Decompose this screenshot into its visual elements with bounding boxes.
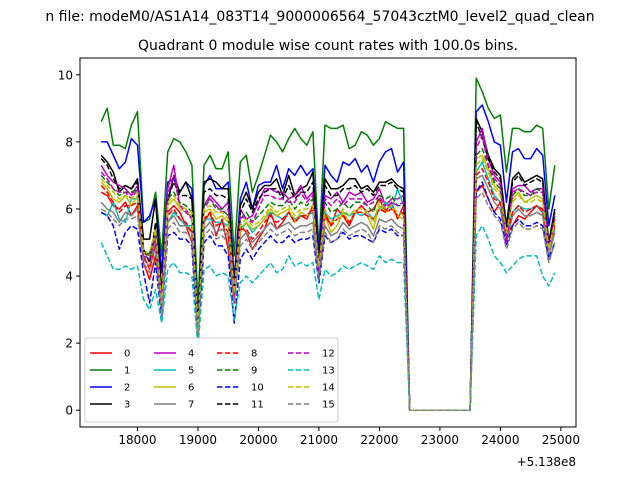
series-layer	[100, 77, 556, 411]
y-axis: 0 2 4 6 8 10	[58, 68, 80, 418]
series-line-1	[100, 77, 556, 411]
x-axis-offset-label: +5.138e8	[517, 455, 576, 469]
legend-label-11: 11	[251, 400, 264, 411]
series-line-14	[100, 157, 556, 411]
legend-label-0: 0	[124, 349, 130, 360]
y-tick-label: 10	[58, 68, 73, 82]
x-tick-label: 21000	[300, 433, 338, 447]
x-tick-label: 19000	[179, 433, 217, 447]
legend-label-10: 10	[251, 383, 264, 394]
series-line-6	[100, 154, 556, 411]
legend-label-9: 9	[251, 366, 257, 377]
legend-label-2: 2	[124, 383, 130, 394]
y-tick-label: 2	[65, 337, 73, 351]
x-tick-label: 23000	[421, 433, 459, 447]
legend-label-8: 8	[251, 349, 257, 360]
series-line-15	[100, 191, 556, 411]
series-line-13	[100, 224, 556, 411]
figure-suptitle: n file: modeM0/AS1A14_083T14_9000006564_…	[45, 9, 594, 25]
plot-area-frame	[79, 57, 577, 428]
legend-label-12: 12	[322, 349, 335, 360]
series-line-0	[100, 184, 556, 411]
series-line-8	[100, 167, 556, 411]
series-line-12	[100, 134, 556, 411]
series-line-7	[100, 174, 556, 411]
chart-title: Quadrant 0 module wise count rates with …	[138, 38, 518, 54]
legend-frame	[84, 337, 339, 423]
y-tick-label: 8	[65, 135, 73, 149]
x-tick-label: 24000	[481, 433, 519, 447]
legend-label-3: 3	[124, 400, 130, 411]
y-tick-label: 0	[65, 404, 73, 418]
series-line-10	[100, 181, 556, 411]
series-line-9	[100, 147, 556, 411]
series-line-11	[100, 120, 556, 411]
x-tick-label: 22000	[360, 433, 398, 447]
x-tick-label: 18000	[118, 433, 156, 447]
legend-label-5: 5	[188, 366, 194, 377]
legend-label-1: 1	[124, 366, 130, 377]
x-tick-label: 20000	[239, 433, 277, 447]
legend-label-4: 4	[188, 349, 194, 360]
legend-label-14: 14	[322, 383, 335, 394]
x-tick-label: 25000	[542, 433, 580, 447]
x-axis: 18000 19000 20000 21000 22000 23000 24000 25000	[118, 427, 580, 447]
y-tick-label: 6	[65, 202, 73, 216]
legend-label-15: 15	[322, 400, 335, 411]
series-line-4	[100, 127, 556, 411]
y-tick-label: 4	[65, 270, 73, 284]
legend-label-7: 7	[188, 400, 194, 411]
legend-label-6: 6	[188, 383, 194, 394]
legend-label-13: 13	[322, 366, 335, 377]
